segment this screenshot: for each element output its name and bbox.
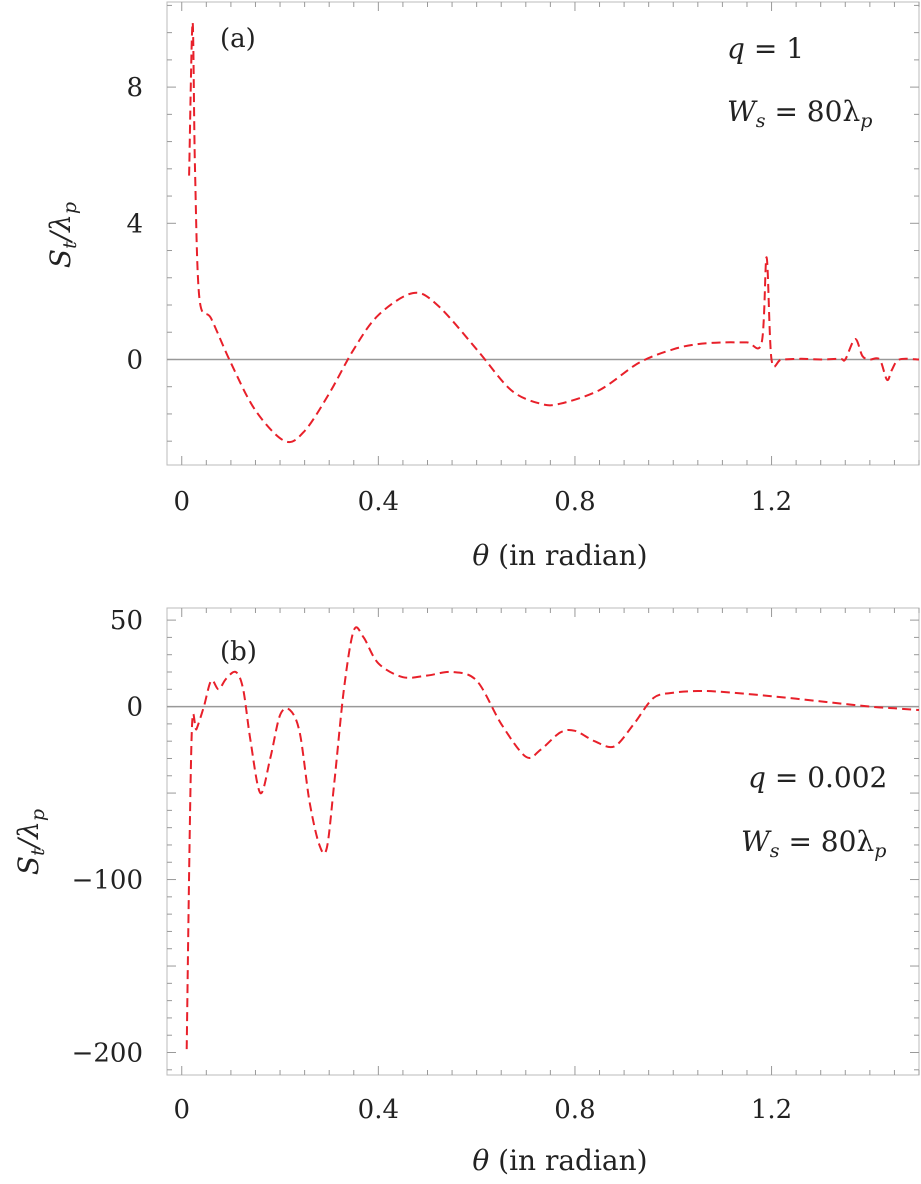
panel-a-annotation-ws-text: Ws = 80λp [727,95,872,132]
panel-b-x-tick-label: 1.2 [751,1095,792,1125]
panel-b-y-tick-label: −200 [72,1039,143,1069]
panel-a-annotation-ws: Ws = 80λp [727,95,872,132]
panel-a: 0 4 8 0 0.4 0.8 1.2 (a) θ (in radian) St/λp q… [44,1,920,572]
panel-a-y-tick-labels: 0 4 8 [126,73,143,375]
panel-a-x-tick-label: 1.2 [751,487,792,517]
panel-b-x-tick-label: 0.8 [554,1095,595,1125]
panel-a-y-tick-label: 8 [126,73,143,103]
panel-a-x-tick-labels: 0 0.4 0.8 1.2 [173,487,792,517]
panel-a-y-axis-title: St/λp [44,202,81,268]
panel-a-x-axis-title: θ (in radian) [472,539,647,572]
panel-b-frame [166,607,920,1076]
panel-a-label: (a) [220,24,256,54]
panel-b-y-tick-label: 50 [110,606,143,636]
panel-b-annotation-ws-text: Ws = 80λp [741,825,886,862]
panel-b-label: (b) [220,637,257,667]
panel-b-x-axis-title: θ (in radian) [472,1144,647,1177]
panel-b-x-tick-labels: 0 0.4 0.8 1.2 [173,1095,792,1125]
panel-b-y-axis-title-text: St/λp [12,809,49,875]
panel-a-x-axis-title-symbol: θ [472,539,489,572]
panel-a-ticks [167,2,920,465]
panel-a-y-tick-label: 0 [126,345,143,375]
panel-b-y-tick-label: 0 [126,693,143,723]
panel-a-annotation-q-text: q = 1 [727,32,804,65]
panel-b-annotation-q-text: q = 0.002 [748,761,887,794]
panel-b-annotation-q: q = 0.002 [748,761,887,794]
panel-b-x-axis-title-unit: (in radian) [489,1144,647,1177]
panel-a-x-tick-label: 0.8 [554,487,595,517]
panel-b-x-tick-label: 0.4 [358,1095,399,1125]
panel-a-x-tick-label: 0 [173,487,190,517]
panel-a-x-axis-title-unit: (in radian) [489,539,647,572]
panel-a-annotation-q: q = 1 [727,32,804,65]
panel-b-y-tick-label: −100 [72,866,143,896]
panel-b: 50 0 −100 −200 0 0.4 0.8 1.2 (b) θ (in radian)… [12,606,920,1177]
panel-a-frame [166,1,920,466]
panel-b-annotation-ws: Ws = 80λp [741,825,886,862]
panel-b-x-axis-title-symbol: θ [472,1144,489,1177]
panel-b-y-tick-labels: 50 0 −100 −200 [72,606,143,1068]
panel-b-x-tick-label: 0 [173,1095,190,1125]
panel-b-y-axis-title: St/λp [12,809,49,875]
panel-a-y-tick-label: 4 [126,209,143,239]
panel-a-x-tick-label: 0.4 [358,487,399,517]
panel-a-series-line [188,21,920,444]
panel-b-ticks [167,608,920,1075]
panel-a-y-axis-title-text: St/λp [44,202,81,268]
